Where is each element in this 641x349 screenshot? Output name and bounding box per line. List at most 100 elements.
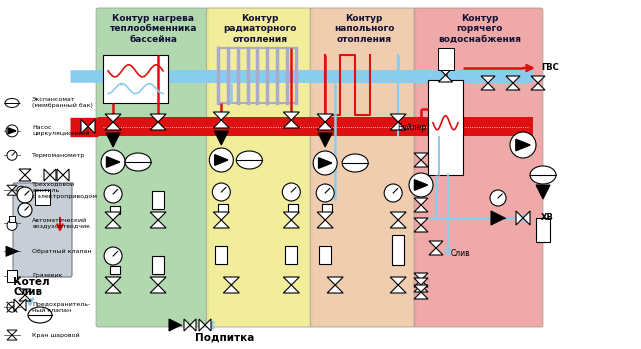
- Polygon shape: [20, 299, 26, 311]
- Text: Обратный клапан: Обратный клапан: [32, 249, 92, 254]
- Polygon shape: [14, 299, 20, 311]
- Bar: [35, 190, 50, 205]
- Polygon shape: [19, 169, 31, 175]
- Polygon shape: [19, 175, 31, 181]
- Polygon shape: [19, 289, 31, 295]
- Polygon shape: [7, 335, 17, 340]
- Bar: [428, 80, 463, 175]
- Ellipse shape: [5, 98, 19, 107]
- Circle shape: [282, 183, 301, 201]
- Bar: [219, 204, 228, 212]
- Polygon shape: [7, 330, 17, 335]
- Polygon shape: [283, 120, 299, 128]
- Polygon shape: [317, 114, 333, 122]
- Bar: [98, 117, 533, 136]
- Text: Слив: Слив: [451, 248, 470, 258]
- Text: Автоматический
воздухоотводчик: Автоматический воздухоотводчик: [32, 218, 90, 229]
- Polygon shape: [150, 220, 166, 228]
- Bar: [152, 256, 164, 274]
- FancyBboxPatch shape: [96, 8, 208, 327]
- Polygon shape: [390, 212, 406, 220]
- Polygon shape: [429, 241, 443, 248]
- Polygon shape: [199, 319, 205, 331]
- Text: Предохранитель-
ный клапан: Предохранитель- ный клапан: [32, 302, 90, 312]
- Text: Кран шаровой: Кран шаровой: [32, 333, 79, 337]
- Polygon shape: [105, 285, 121, 293]
- Polygon shape: [481, 76, 495, 83]
- Polygon shape: [7, 185, 17, 190]
- Polygon shape: [283, 112, 299, 120]
- FancyBboxPatch shape: [13, 183, 72, 277]
- Polygon shape: [215, 155, 228, 165]
- Bar: [392, 235, 404, 265]
- Polygon shape: [317, 220, 333, 228]
- Polygon shape: [414, 198, 428, 205]
- Polygon shape: [414, 285, 428, 292]
- Bar: [110, 266, 120, 274]
- Polygon shape: [390, 285, 406, 293]
- Text: Экспансомат
(мембранный бак): Экспансомат (мембранный бак): [32, 97, 93, 109]
- Polygon shape: [150, 114, 166, 122]
- Bar: [215, 246, 228, 264]
- Polygon shape: [223, 277, 239, 285]
- Bar: [288, 204, 298, 212]
- Circle shape: [316, 184, 334, 202]
- Polygon shape: [105, 277, 121, 285]
- Polygon shape: [7, 190, 17, 195]
- Circle shape: [210, 148, 233, 172]
- Polygon shape: [150, 212, 166, 220]
- Polygon shape: [318, 133, 332, 147]
- Polygon shape: [414, 153, 428, 160]
- Polygon shape: [414, 285, 428, 292]
- Text: Слив: Слив: [13, 287, 42, 297]
- Polygon shape: [190, 319, 196, 331]
- Text: Насос
циркуляционный: Насос циркуляционный: [32, 125, 89, 136]
- Polygon shape: [57, 169, 63, 181]
- Text: ГВС: ГВС: [541, 64, 559, 73]
- Circle shape: [17, 187, 33, 203]
- Circle shape: [6, 125, 18, 137]
- Circle shape: [104, 247, 122, 265]
- Bar: [110, 206, 120, 214]
- Polygon shape: [414, 292, 428, 299]
- Bar: [7, 270, 17, 282]
- Ellipse shape: [237, 151, 262, 169]
- Polygon shape: [214, 131, 228, 145]
- Circle shape: [384, 184, 402, 202]
- Circle shape: [409, 173, 433, 197]
- Text: Трехходовой
вентиль
с электроприводом: Трехходовой вентиль с электроприводом: [32, 182, 97, 199]
- Polygon shape: [319, 158, 332, 168]
- Polygon shape: [223, 285, 239, 293]
- FancyBboxPatch shape: [310, 8, 416, 327]
- Polygon shape: [81, 119, 88, 134]
- Bar: [319, 246, 331, 264]
- Polygon shape: [516, 211, 523, 225]
- Polygon shape: [283, 212, 299, 220]
- FancyBboxPatch shape: [414, 8, 543, 327]
- Polygon shape: [438, 68, 453, 75]
- Polygon shape: [283, 220, 299, 228]
- Ellipse shape: [125, 153, 151, 171]
- Ellipse shape: [342, 154, 368, 172]
- Text: Контур
напольного
отопления: Контур напольного отопления: [334, 14, 394, 44]
- Polygon shape: [106, 133, 120, 147]
- Text: Термоманометр: Термоманометр: [32, 153, 85, 158]
- Polygon shape: [536, 185, 550, 199]
- Text: Контур
радиаторного
отопления: Контур радиаторного отопления: [224, 14, 297, 44]
- Polygon shape: [415, 180, 428, 190]
- Polygon shape: [390, 114, 406, 122]
- Ellipse shape: [28, 307, 52, 323]
- Polygon shape: [506, 83, 520, 90]
- Polygon shape: [105, 212, 121, 220]
- FancyBboxPatch shape: [206, 8, 312, 327]
- Text: Подпитка: Подпитка: [195, 332, 254, 342]
- Polygon shape: [327, 285, 343, 293]
- Polygon shape: [283, 285, 299, 293]
- Polygon shape: [414, 218, 428, 225]
- Text: Бойлер: Бойлер: [397, 123, 426, 132]
- Ellipse shape: [530, 166, 556, 184]
- Polygon shape: [205, 319, 211, 331]
- Polygon shape: [283, 277, 299, 285]
- Circle shape: [490, 190, 506, 206]
- Polygon shape: [105, 220, 121, 228]
